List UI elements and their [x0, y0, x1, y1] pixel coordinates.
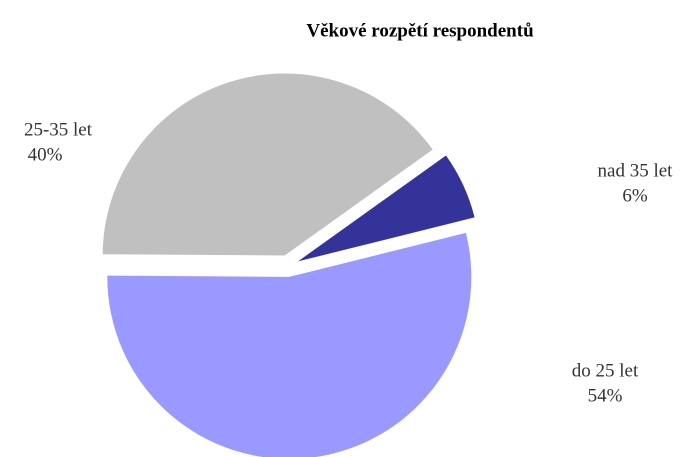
slice-value-label: 54%: [588, 385, 623, 406]
slice-label: do 25 let: [572, 360, 639, 381]
pie-slice: [297, 155, 475, 262]
chart-title: Věkové rozpětí respondentů: [306, 20, 534, 41]
slice-label: nad 35 let: [598, 160, 674, 181]
slice-value-label: 40%: [28, 144, 63, 165]
slice-label: 25-35 let: [24, 119, 93, 140]
slice-value-label: 6%: [622, 185, 648, 206]
pie-slice: [107, 232, 472, 457]
pie-slice: [102, 73, 433, 256]
